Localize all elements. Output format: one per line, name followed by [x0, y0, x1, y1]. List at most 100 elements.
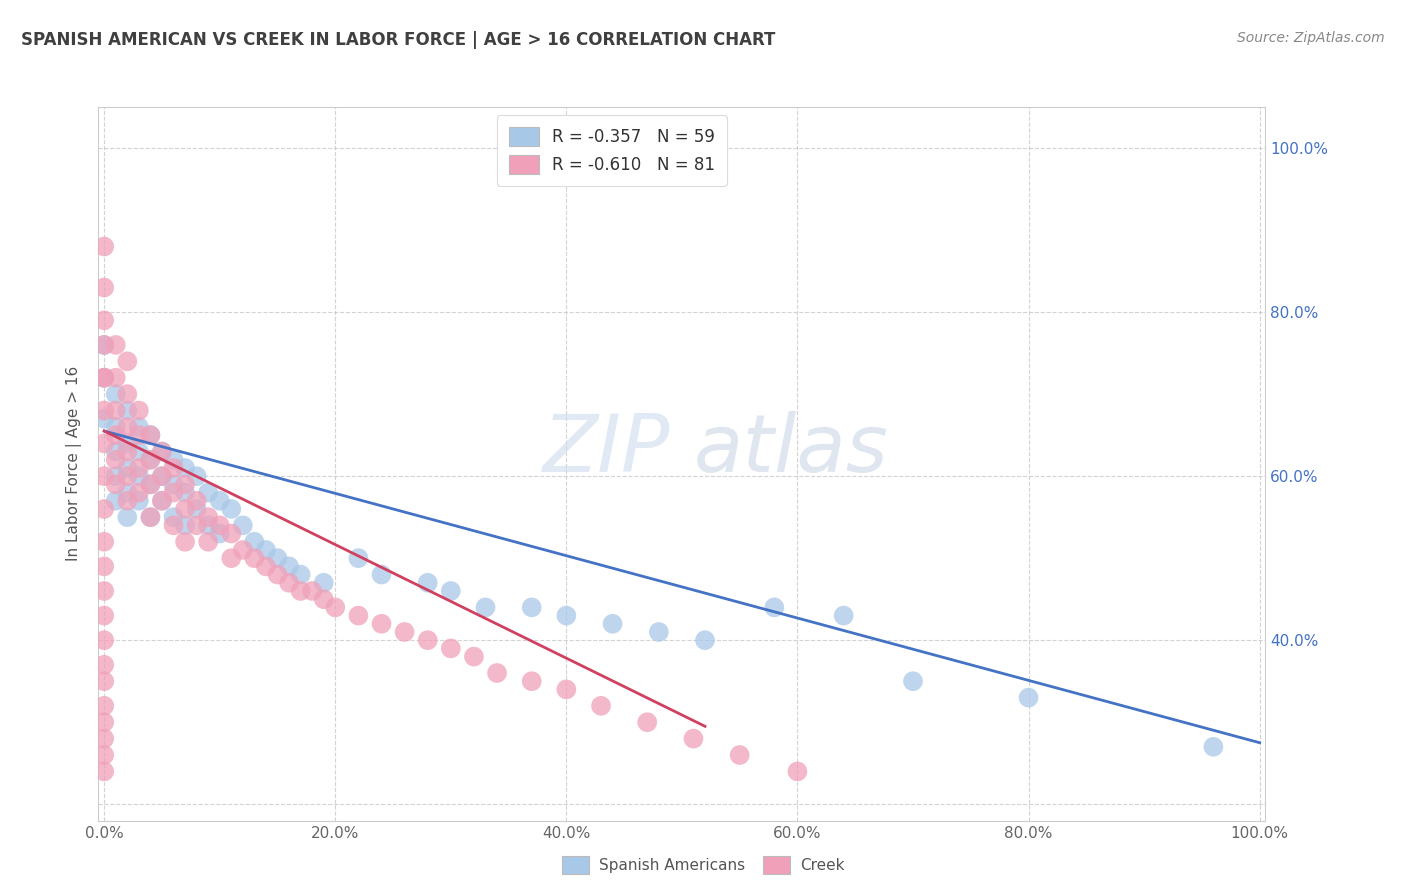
Point: [290, 567, 312, 582]
Point: [162, 461, 184, 475]
Point: [93, 239, 115, 253]
Point: [150, 444, 173, 458]
Point: [139, 510, 162, 524]
Point: [370, 616, 392, 631]
Point: [347, 551, 370, 566]
Point: [648, 625, 671, 640]
Text: atlas: atlas: [693, 410, 889, 489]
Point: [221, 526, 243, 541]
Point: [901, 674, 924, 689]
Point: [93, 370, 115, 384]
Point: [301, 584, 323, 599]
Point: [440, 584, 463, 599]
Point: [832, 608, 855, 623]
Point: [104, 403, 127, 417]
Point: [93, 764, 115, 779]
Text: ZIP: ZIP: [543, 410, 671, 489]
Point: [682, 731, 704, 746]
Point: [104, 387, 127, 401]
Point: [197, 510, 219, 524]
Point: [117, 461, 139, 475]
Point: [93, 559, 115, 574]
Point: [174, 534, 197, 549]
Point: [128, 444, 150, 458]
Point: [197, 485, 219, 500]
Point: [104, 370, 127, 384]
Text: Source: ZipAtlas.com: Source: ZipAtlas.com: [1237, 31, 1385, 45]
Point: [463, 649, 485, 664]
Point: [117, 469, 139, 483]
Point: [636, 715, 658, 730]
Point: [93, 584, 115, 599]
Point: [128, 493, 150, 508]
Point: [162, 485, 184, 500]
Point: [232, 543, 254, 558]
Point: [117, 436, 139, 450]
Point: [162, 510, 184, 524]
Point: [347, 608, 370, 623]
Point: [150, 493, 173, 508]
Point: [139, 452, 162, 467]
Point: [312, 575, 335, 590]
Point: [93, 502, 115, 516]
Point: [1018, 690, 1040, 705]
Point: [117, 387, 139, 401]
Point: [243, 551, 266, 566]
Point: [290, 584, 312, 599]
Point: [197, 518, 219, 533]
Point: [763, 600, 786, 615]
Point: [150, 469, 173, 483]
Point: [243, 534, 266, 549]
Point: [117, 403, 139, 417]
Point: [139, 477, 162, 491]
Point: [278, 575, 301, 590]
Point: [104, 420, 127, 434]
Point: [128, 403, 150, 417]
Point: [93, 633, 115, 648]
Point: [128, 428, 150, 442]
Point: [117, 420, 139, 434]
Point: [93, 534, 115, 549]
Point: [266, 551, 288, 566]
Point: [93, 338, 115, 352]
Point: [104, 469, 127, 483]
Point: [162, 518, 184, 533]
Point: [174, 502, 197, 516]
Point: [93, 731, 115, 746]
Point: [93, 411, 115, 425]
Point: [93, 747, 115, 762]
Point: [208, 526, 231, 541]
Point: [394, 625, 416, 640]
Point: [139, 510, 162, 524]
Point: [93, 469, 115, 483]
Point: [104, 493, 127, 508]
Point: [266, 567, 288, 582]
Point: [186, 469, 208, 483]
Point: [208, 518, 231, 533]
Legend: Spanish Americans, Creek: Spanish Americans, Creek: [555, 850, 851, 880]
Point: [93, 370, 115, 384]
Point: [555, 608, 578, 623]
Point: [93, 698, 115, 713]
Point: [104, 428, 127, 442]
Point: [786, 764, 808, 779]
Point: [186, 518, 208, 533]
Point: [186, 493, 208, 508]
Point: [162, 452, 184, 467]
Point: [93, 436, 115, 450]
Point: [93, 313, 115, 327]
Y-axis label: In Labor Force | Age > 16: In Labor Force | Age > 16: [66, 367, 83, 561]
Point: [93, 338, 115, 352]
Point: [104, 338, 127, 352]
Point: [1202, 739, 1225, 754]
Point: [520, 600, 543, 615]
Point: [174, 477, 197, 491]
Point: [602, 616, 624, 631]
Legend: R = -0.357   N = 59, R = -0.610   N = 81: R = -0.357 N = 59, R = -0.610 N = 81: [498, 115, 727, 186]
Point: [555, 682, 578, 697]
Point: [104, 444, 127, 458]
Point: [416, 575, 439, 590]
Point: [117, 510, 139, 524]
Point: [128, 420, 150, 434]
Point: [139, 477, 162, 491]
